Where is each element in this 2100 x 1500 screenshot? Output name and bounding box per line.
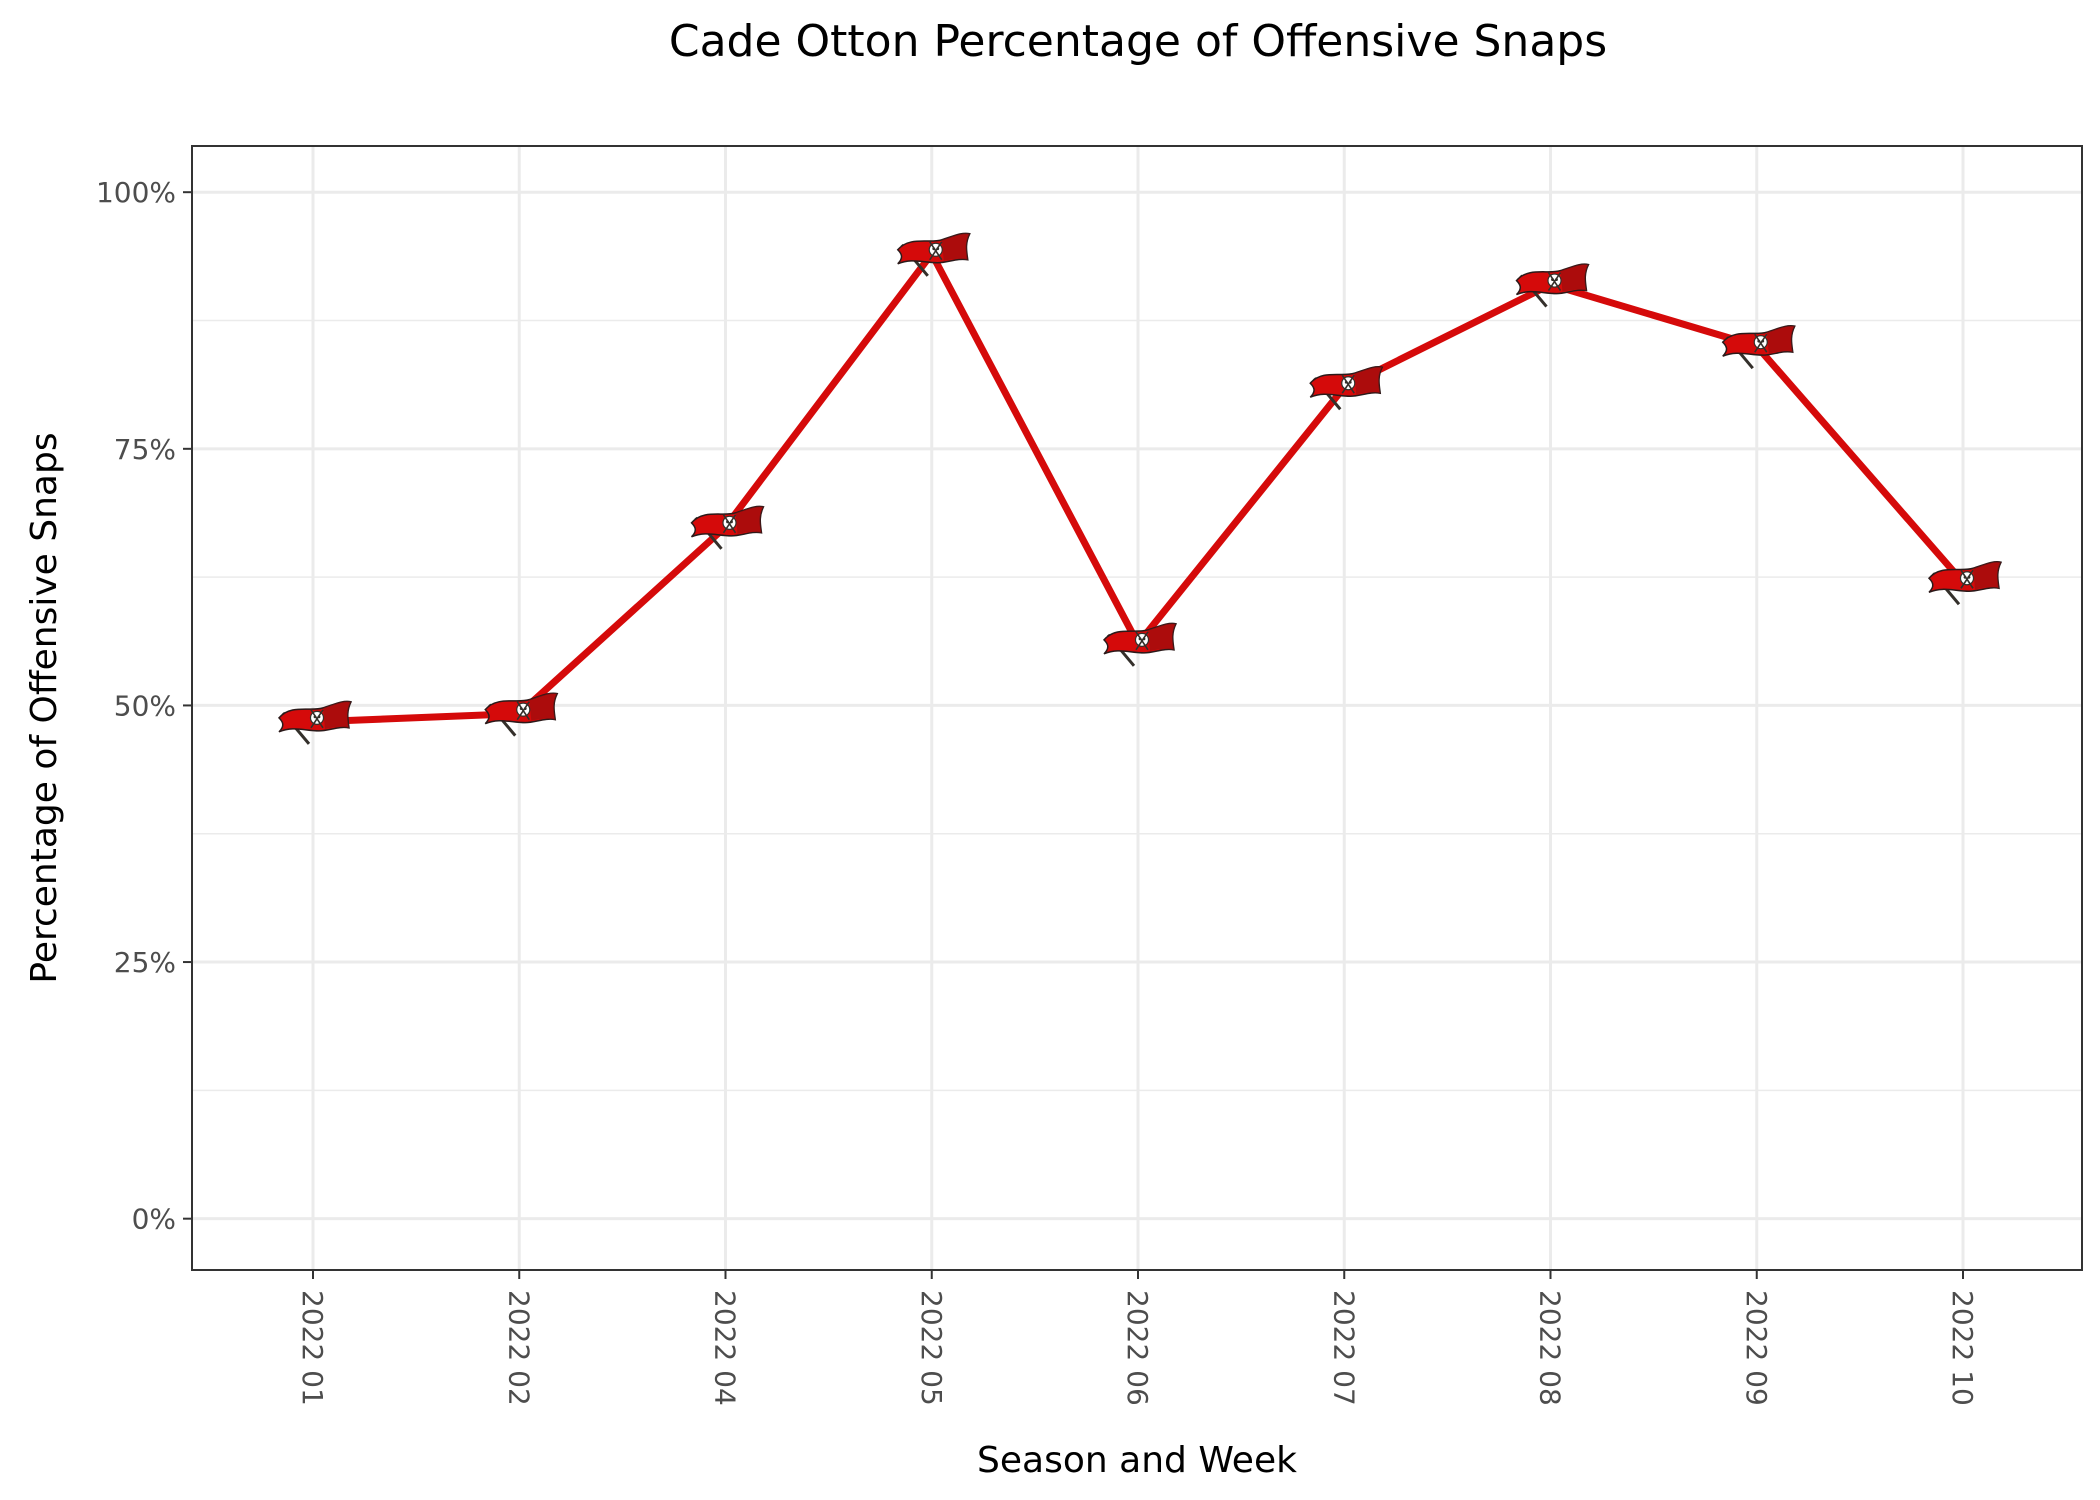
y-tick-label: 75% xyxy=(114,433,176,466)
y-tick-label: 50% xyxy=(114,689,176,722)
x-tick-label: 2022 09 xyxy=(1740,1290,1773,1406)
x-tick-label: 2022 05 xyxy=(915,1290,948,1406)
x-tick-label: 2022 06 xyxy=(1121,1290,1154,1406)
chart-title: Cade Otton Percentage of Offensive Snaps xyxy=(669,16,1607,67)
y-tick-label: 100% xyxy=(96,176,176,209)
x-axis-title: Season and Week xyxy=(977,1440,1297,1481)
x-tick-label: 2022 10 xyxy=(1946,1290,1979,1406)
y-axis: 0% 25% 50% 75% 100% xyxy=(96,176,192,1236)
x-tick-label: 2022 02 xyxy=(502,1290,535,1406)
plot-area xyxy=(191,145,2083,1271)
x-axis: 2022 01 2022 02 2022 04 2022 05 2022 06 2022 … xyxy=(296,1270,1979,1406)
y-tick-label: 0% xyxy=(132,1203,176,1236)
x-tick-label: 2022 04 xyxy=(709,1290,742,1406)
x-tick-label: 2022 01 xyxy=(296,1290,329,1406)
y-tick-label: 25% xyxy=(114,946,176,979)
y-axis-title: Percentage of Offensive Snaps xyxy=(24,432,65,983)
x-tick-label: 2022 08 xyxy=(1534,1290,1567,1406)
x-tick-label: 2022 07 xyxy=(1327,1290,1360,1406)
